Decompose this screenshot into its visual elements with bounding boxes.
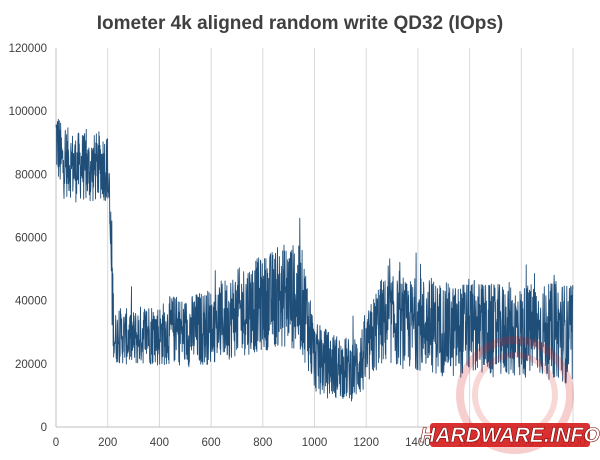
y-tick-label-0: 0: [41, 422, 47, 434]
watermark-ring: [456, 336, 574, 454]
y-tick-label-40000: 40000: [15, 296, 47, 308]
x-tick-label-1200: 1200: [353, 437, 379, 449]
hardware-info-watermark: HARDWARE.INFO: [420, 336, 600, 454]
x-tick-label-1000: 1000: [302, 437, 328, 449]
y-tick-label-120000: 120000: [9, 43, 47, 55]
x-tick-label-0: 0: [53, 437, 59, 449]
y-tick-label-20000: 20000: [15, 359, 47, 371]
y-tick-label-60000: 60000: [15, 233, 47, 245]
x-tick-label-800: 800: [253, 437, 272, 449]
watermark-banner: [430, 423, 590, 447]
y-tick-label-100000: 100000: [9, 106, 47, 118]
x-tick-label-1400: 1400: [405, 437, 431, 449]
series-0-line: [55, 118, 574, 402]
watermark-text: HARDWARE.INFO: [420, 424, 600, 447]
x-tick-label-600: 600: [202, 437, 221, 449]
chart-title: Iometer 4k aligned random write QD32 (IO…: [97, 13, 504, 34]
y-tick-label-80000: 80000: [15, 169, 47, 181]
y-tick-labels: 0 20000 40000 60000 80000 100000 120000: [9, 43, 47, 434]
series-group: [55, 118, 574, 402]
x-tick-label-200: 200: [98, 437, 117, 449]
x-tick-label-400: 400: [150, 437, 169, 449]
